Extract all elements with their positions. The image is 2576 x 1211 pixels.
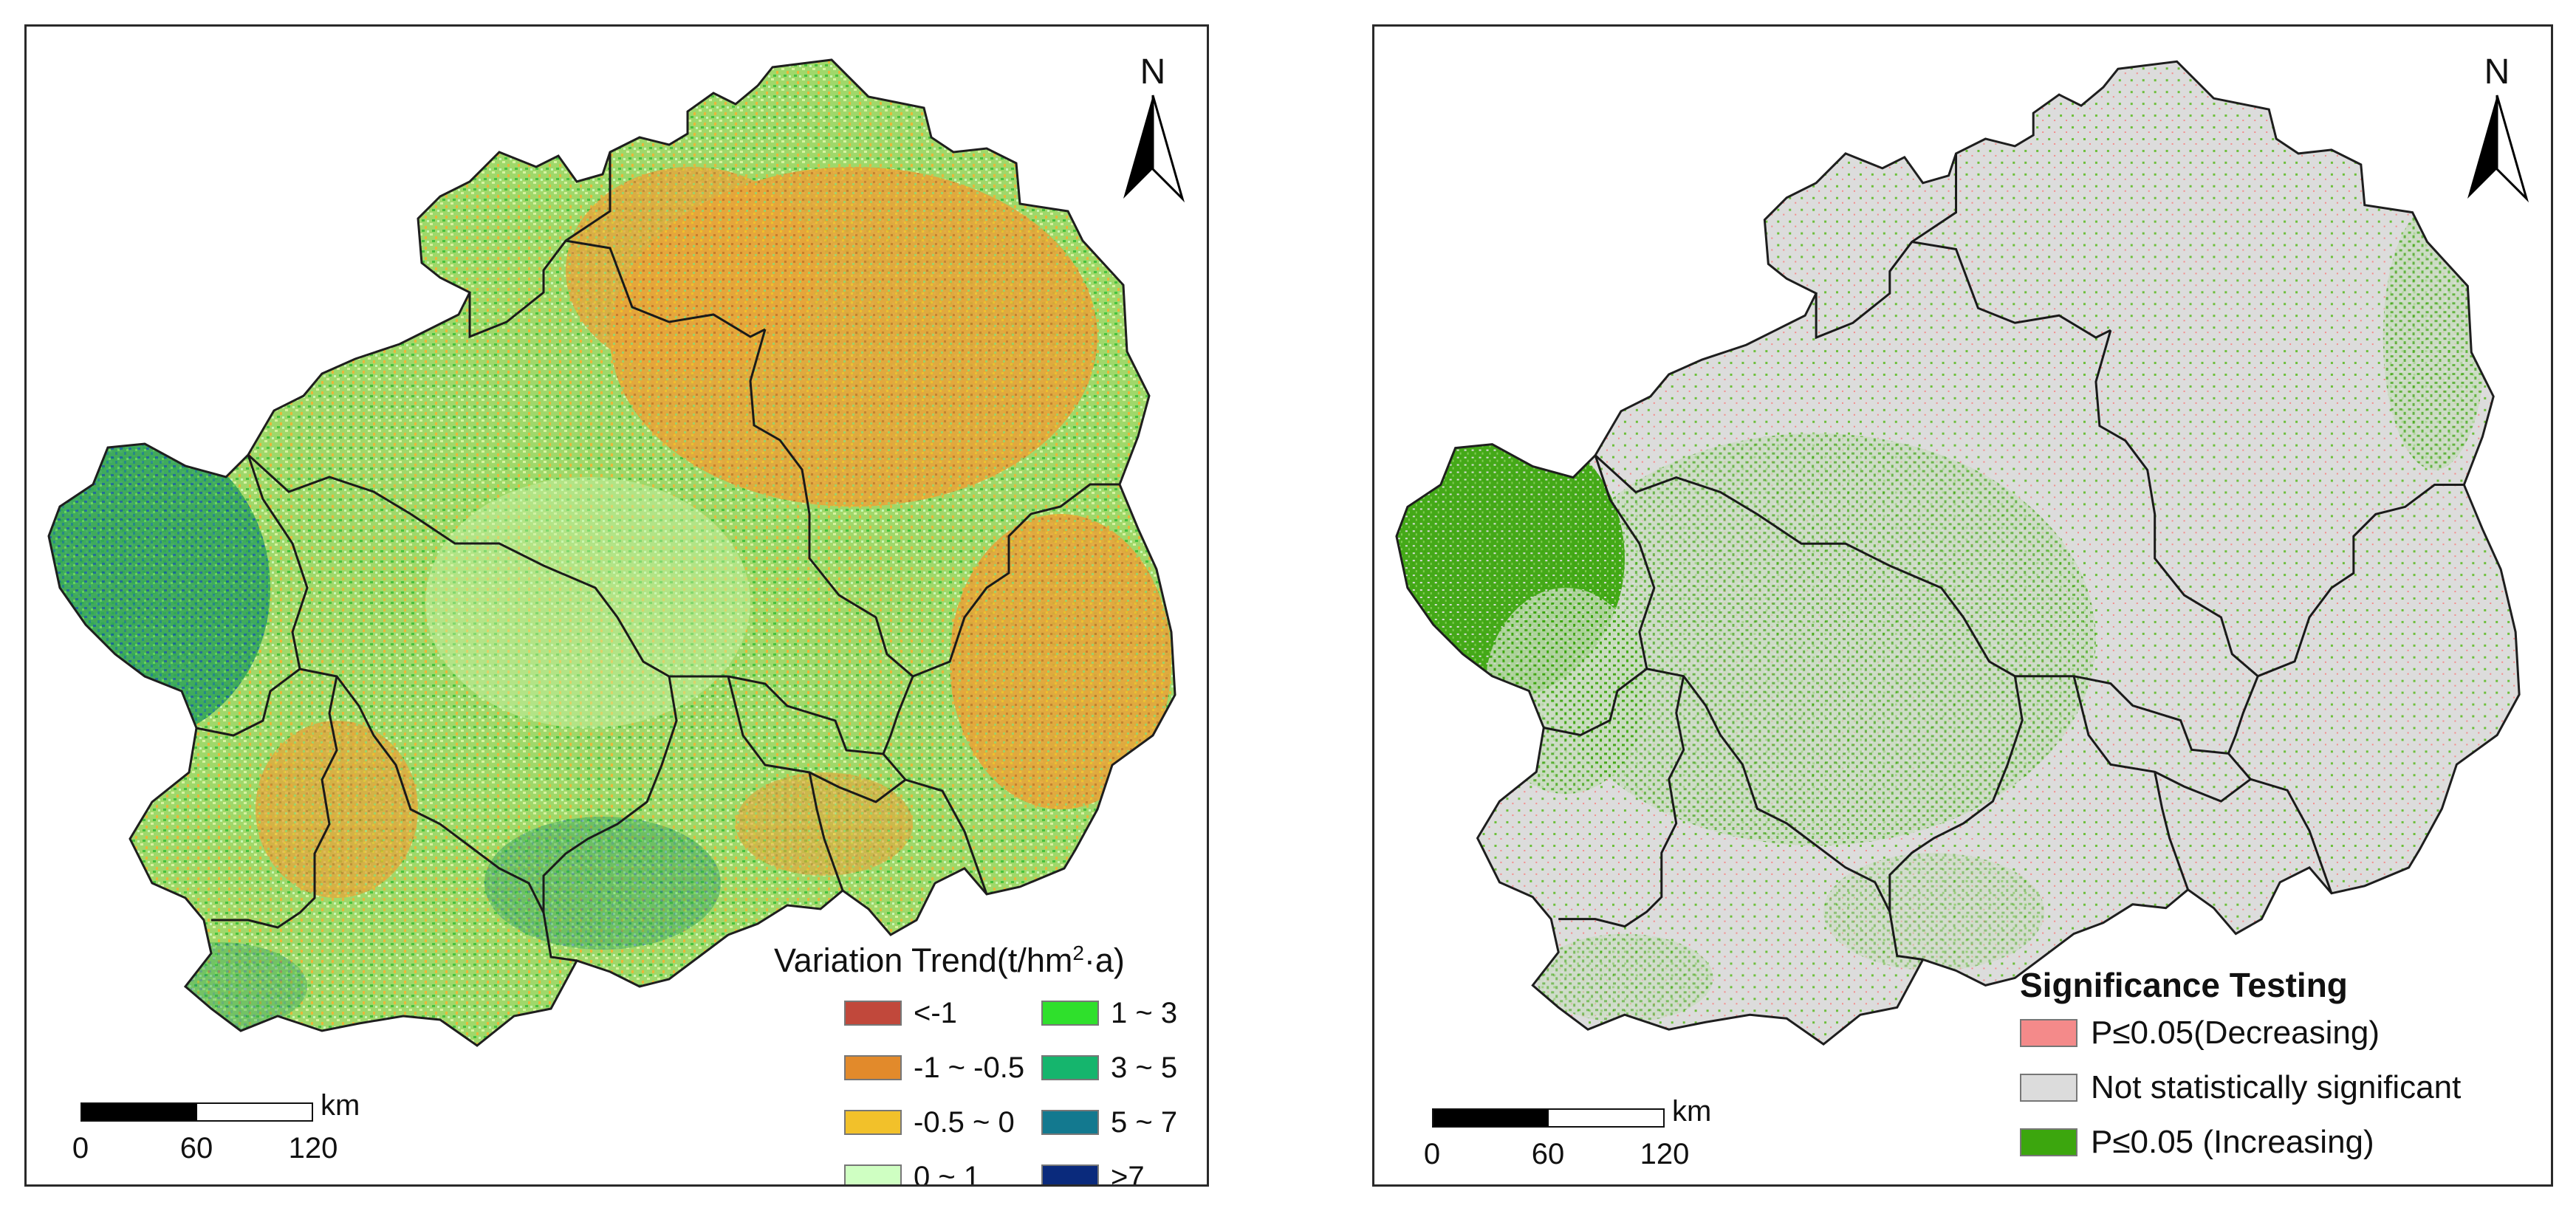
legend-item: <-1 bbox=[844, 992, 957, 1034]
legend-item: 1 ~ 3 bbox=[1041, 992, 1177, 1034]
scale-tick: 0 bbox=[72, 1132, 89, 1164]
trend-map bbox=[47, 58, 1176, 1047]
legend-label: 1 ~ 3 bbox=[1111, 996, 1178, 1029]
legend-label: Not statistically significant bbox=[2091, 1069, 2462, 1105]
significance-map-panel: N km 0 60 120 Significance Testing P≤0.0… bbox=[1372, 24, 2553, 1187]
legend-label: P≤0.05 (Increasing) bbox=[2091, 1124, 2374, 1160]
legend-title: Variation Trend(t/hm2·a) bbox=[774, 941, 1125, 979]
north-label: N bbox=[1140, 52, 1166, 92]
legend-swatch bbox=[1041, 1164, 1099, 1184]
legend-item: 0 ~ 1 bbox=[844, 1156, 981, 1187]
legend-label: P≤0.05(Decreasing) bbox=[2091, 1015, 2380, 1051]
trend-legend: Variation Trend(t/hm2·a) <-1 -1 ~ -0.5 -… bbox=[774, 933, 1207, 1187]
scale-bar: km 0 60 120 bbox=[1424, 1097, 1711, 1184]
trend-map-panel: N km 0 60 120 Variation Trend(t/hm2·a) <… bbox=[24, 24, 1209, 1187]
legend-label: 5 ~ 7 bbox=[1111, 1105, 1178, 1139]
scale-unit: km bbox=[1672, 1095, 1712, 1128]
legend-label: -1 ~ -0.5 bbox=[914, 1051, 1025, 1084]
legend-item: 5 ~ 7 bbox=[1041, 1102, 1177, 1143]
north-arrow-icon bbox=[2467, 95, 2529, 202]
scale-tick: 60 bbox=[1531, 1138, 1565, 1170]
scale-bar-graphic bbox=[1432, 1108, 1665, 1128]
north-label: N bbox=[2484, 52, 2510, 92]
scale-tick: 120 bbox=[1640, 1138, 1690, 1170]
legend-swatch bbox=[844, 1001, 902, 1026]
legend-label: 3 ~ 5 bbox=[1111, 1051, 1178, 1084]
legend-swatch bbox=[2020, 1128, 2077, 1156]
scale-bar: km 0 60 120 bbox=[72, 1091, 360, 1184]
legend-swatch bbox=[1041, 1110, 1099, 1135]
north-arrow-icon bbox=[1123, 95, 1185, 202]
legend-swatch bbox=[844, 1055, 902, 1080]
legend-swatch bbox=[2020, 1019, 2077, 1047]
legend-swatch bbox=[844, 1110, 902, 1135]
legend-label: -0.5 ~ 0 bbox=[914, 1105, 1015, 1139]
legend-title: Significance Testing bbox=[2020, 966, 2348, 1004]
legend-label: >7 bbox=[1111, 1160, 1145, 1187]
legend-label: 0 ~ 1 bbox=[914, 1160, 981, 1187]
scale-tick: 60 bbox=[179, 1132, 213, 1164]
scale-tick: 120 bbox=[288, 1132, 338, 1164]
legend-item: P≤0.05(Decreasing) bbox=[2020, 1006, 2551, 1060]
legend-swatch bbox=[2020, 1074, 2077, 1102]
significance-map bbox=[1395, 60, 2521, 1046]
significance-legend: Significance Testing P≤0.05(Decreasing) … bbox=[2020, 964, 2551, 1170]
legend-item: >7 bbox=[1041, 1156, 1145, 1187]
legend-item: P≤0.05 (Increasing) bbox=[2020, 1115, 2551, 1170]
scale-unit: km bbox=[321, 1089, 360, 1122]
legend-label: <-1 bbox=[914, 996, 957, 1029]
legend-swatch bbox=[1041, 1001, 1099, 1026]
legend-item: -0.5 ~ 0 bbox=[844, 1102, 1015, 1143]
legend-item: -1 ~ -0.5 bbox=[844, 1047, 1024, 1088]
legend-item: Not statistically significant bbox=[2020, 1060, 2551, 1115]
scale-tick: 0 bbox=[1423, 1138, 1441, 1170]
scale-bar-graphic bbox=[80, 1102, 313, 1122]
legend-item: 3 ~ 5 bbox=[1041, 1047, 1177, 1088]
north-arrow: N bbox=[2456, 55, 2538, 202]
legend-swatch bbox=[1041, 1055, 1099, 1080]
north-arrow: N bbox=[1112, 55, 1193, 202]
legend-swatch bbox=[844, 1164, 902, 1184]
